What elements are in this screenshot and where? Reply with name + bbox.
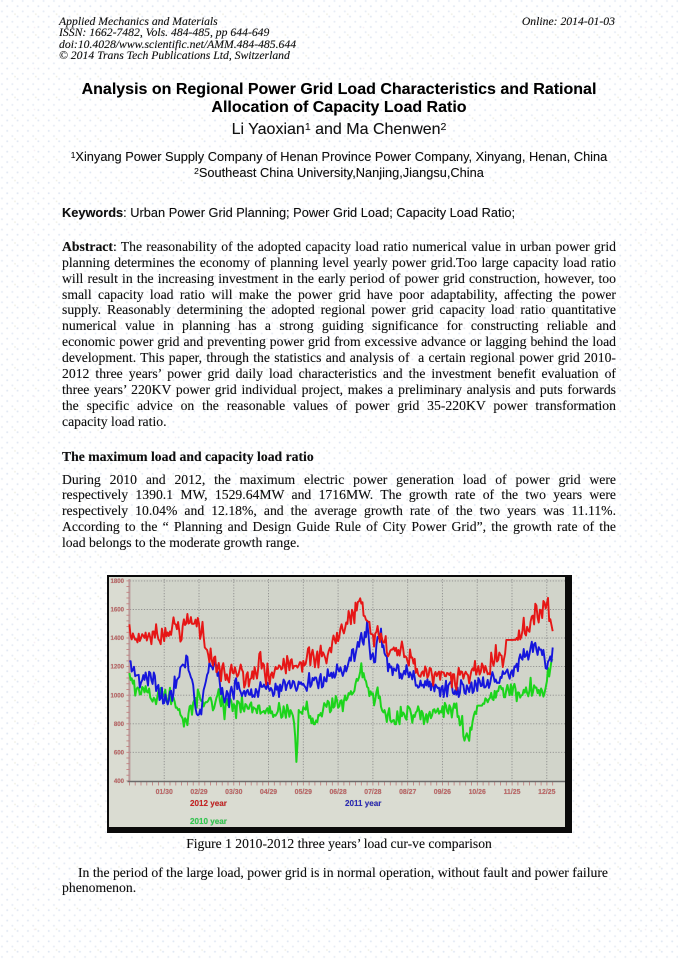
svg-text:06/28: 06/28 (329, 789, 346, 796)
svg-text:09/26: 09/26 (434, 789, 451, 796)
svg-text:1000: 1000 (110, 692, 124, 699)
svg-text:1400: 1400 (110, 635, 124, 642)
svg-text:02/29: 02/29 (190, 789, 207, 796)
svg-text:12/25: 12/25 (538, 789, 555, 796)
svg-text:08/27: 08/27 (399, 789, 416, 796)
svg-text:1200: 1200 (110, 664, 124, 671)
svg-text:10/26: 10/26 (469, 789, 486, 796)
svg-text:800: 800 (114, 721, 125, 728)
svg-text:2010 year: 2010 year (190, 817, 228, 826)
svg-text:05/29: 05/29 (295, 789, 312, 796)
svg-text:1600: 1600 (110, 607, 124, 614)
svg-text:01/30: 01/30 (156, 789, 173, 796)
svg-text:07/28: 07/28 (364, 789, 381, 796)
svg-text:04/29: 04/29 (260, 789, 277, 796)
svg-text:2012 year: 2012 year (190, 799, 228, 808)
svg-text:600: 600 (114, 749, 125, 756)
svg-text:1800: 1800 (110, 578, 124, 585)
svg-text:400: 400 (114, 778, 125, 785)
svg-text:03/30: 03/30 (225, 789, 242, 796)
svg-text:2011 year: 2011 year (345, 799, 382, 808)
svg-text:11/25: 11/25 (504, 789, 521, 796)
